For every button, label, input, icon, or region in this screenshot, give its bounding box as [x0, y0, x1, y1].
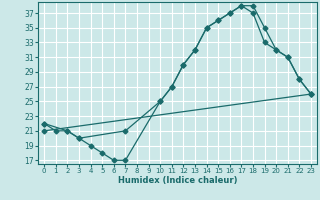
X-axis label: Humidex (Indice chaleur): Humidex (Indice chaleur) [118, 176, 237, 185]
